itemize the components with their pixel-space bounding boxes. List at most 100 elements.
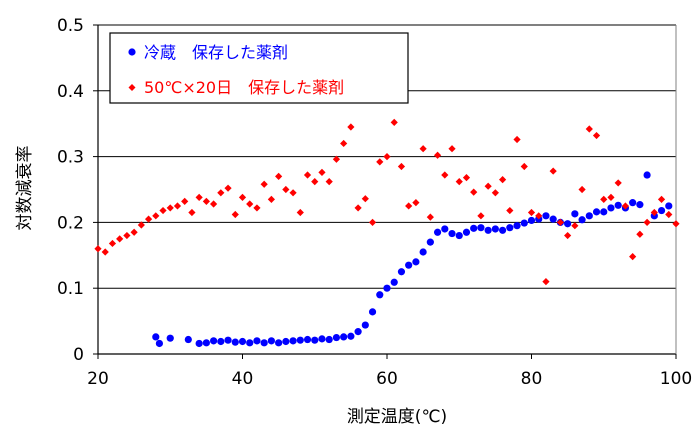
data-point	[340, 333, 348, 341]
data-point	[629, 199, 637, 207]
data-point	[578, 216, 586, 224]
data-point	[397, 162, 406, 171]
legend-label-refrigerated: 冷蔵 保存した薬剤	[144, 43, 288, 62]
data-point	[332, 155, 341, 163]
data-point	[116, 235, 124, 243]
legend-label-heated: 50℃×20日 保存した薬剤	[144, 78, 344, 97]
data-point	[94, 245, 102, 253]
data-point	[231, 338, 239, 346]
data-point	[361, 321, 369, 329]
data-point	[246, 200, 254, 208]
data-point	[282, 337, 290, 346]
data-point	[159, 206, 167, 215]
data-point	[267, 195, 275, 203]
data-point	[578, 185, 586, 194]
data-point	[181, 197, 189, 205]
data-point	[275, 172, 283, 180]
data-point	[542, 278, 550, 286]
data-point	[513, 222, 521, 230]
y-tick-label: 0.4	[57, 82, 84, 102]
data-point	[592, 208, 601, 216]
data-point	[202, 197, 210, 205]
data-point	[484, 182, 492, 190]
data-point	[376, 158, 384, 166]
data-point	[491, 225, 499, 233]
legend-marker-refrigerated	[128, 48, 136, 56]
data-point	[303, 335, 312, 344]
data-point	[202, 339, 210, 347]
data-point	[657, 195, 666, 203]
data-point	[499, 226, 507, 234]
legend-box	[109, 32, 409, 104]
axes	[93, 24, 677, 359]
data-point	[462, 174, 471, 182]
legend-marker-heated	[128, 84, 136, 91]
data-point	[564, 231, 572, 240]
data-point	[152, 333, 160, 341]
data-point	[340, 139, 348, 148]
data-point	[354, 328, 362, 336]
data-point	[665, 210, 673, 219]
data-point	[426, 213, 434, 221]
data-point	[260, 180, 268, 188]
series-heated	[94, 118, 680, 286]
data-point	[397, 268, 406, 276]
data-point	[592, 131, 601, 140]
data-point	[462, 228, 471, 236]
data-point	[101, 248, 109, 256]
data-point	[621, 202, 630, 210]
data-point	[441, 225, 449, 233]
data-point	[246, 339, 254, 347]
data-point	[585, 125, 593, 133]
data-point	[433, 228, 442, 236]
data-point	[390, 118, 398, 126]
data-point	[650, 208, 658, 217]
data-point	[188, 208, 196, 217]
data-point	[123, 231, 131, 240]
data-point	[564, 220, 572, 228]
data-point	[556, 218, 564, 226]
legend: 冷蔵 保存した薬剤 50℃×20日 保存した薬剤	[109, 32, 409, 104]
data-point	[419, 145, 427, 153]
data-point	[224, 336, 232, 344]
data-point	[137, 221, 145, 229]
data-point	[448, 145, 456, 153]
data-point	[260, 339, 268, 347]
data-point	[600, 208, 608, 216]
data-point	[433, 151, 442, 159]
data-point	[289, 189, 297, 197]
data-point	[607, 204, 615, 212]
data-point	[506, 224, 514, 232]
data-point	[311, 336, 319, 344]
data-point	[643, 218, 651, 226]
data-point	[672, 220, 680, 228]
data-point	[470, 188, 478, 196]
data-point	[296, 208, 304, 217]
data-point	[195, 193, 203, 201]
x-tick-label: 40	[232, 369, 254, 389]
y-tick-label: 0.5	[57, 16, 84, 36]
data-point	[585, 212, 593, 220]
data-point	[195, 339, 203, 348]
x-tick-label: 60	[376, 369, 398, 389]
data-point	[412, 258, 420, 266]
data-point	[527, 216, 536, 225]
data-point	[217, 337, 225, 346]
data-point	[152, 212, 160, 220]
data-point	[455, 231, 463, 240]
data-point	[549, 167, 557, 175]
data-point	[325, 335, 333, 344]
data-point	[441, 171, 449, 179]
data-point	[535, 212, 543, 220]
data-point	[238, 193, 247, 201]
data-point	[253, 337, 261, 345]
y-tick-label: 0.2	[57, 213, 84, 233]
data-point	[318, 168, 326, 176]
data-point	[513, 135, 521, 144]
data-point	[144, 215, 153, 223]
data-point	[657, 206, 666, 215]
data-point	[477, 224, 485, 232]
data-point	[390, 278, 398, 286]
data-point	[155, 339, 164, 348]
data-point	[267, 337, 275, 345]
